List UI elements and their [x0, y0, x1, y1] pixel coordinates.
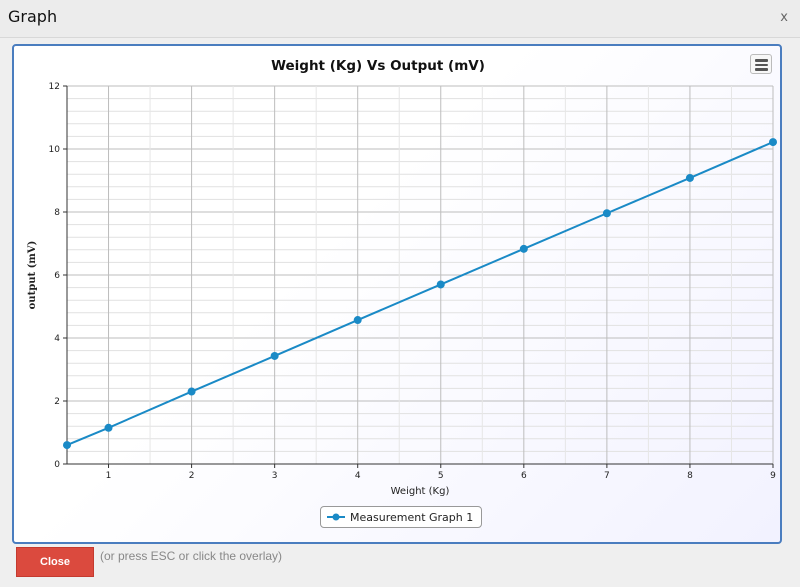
x-tick-label: 2	[189, 471, 195, 481]
data-point	[436, 280, 445, 289]
data-point	[63, 441, 71, 450]
y-tick-label: 6	[54, 271, 60, 281]
data-point	[685, 173, 694, 182]
dialog-header: Graph x	[0, 0, 800, 38]
close-hint: (or press ESC or click the overlay)	[100, 549, 283, 563]
x-tick-label: 7	[604, 471, 610, 481]
y-axis-title: output (mV)	[27, 241, 38, 310]
close-button[interactable]: Close	[16, 547, 94, 577]
x-tick-label: 9	[770, 471, 776, 481]
x-tick-label: 1	[106, 471, 112, 481]
y-tick-label: 2	[54, 397, 60, 407]
x-axis-title: Weight (Kg)	[391, 486, 450, 497]
axes	[63, 85, 774, 468]
close-icon[interactable]: x	[780, 10, 788, 25]
chart-menu-button[interactable]	[750, 54, 772, 74]
y-tick-label: 0	[54, 460, 60, 470]
series-line	[66, 141, 774, 447]
y-tick-label: 12	[49, 82, 60, 92]
data-point	[602, 209, 611, 218]
x-tick-label: 8	[687, 471, 693, 481]
legend-line-marker-icon	[327, 513, 345, 521]
legend-item[interactable]: Measurement Graph 1	[320, 506, 483, 528]
data-point	[104, 423, 113, 432]
grid-lines	[67, 85, 774, 465]
y-tick-label: 4	[54, 334, 60, 344]
data-point	[769, 138, 777, 147]
data-point	[353, 316, 362, 325]
data-point	[187, 387, 196, 396]
x-tick-label: 5	[438, 471, 444, 481]
series-layer	[63, 138, 777, 450]
legend-label: Measurement Graph 1	[350, 510, 474, 524]
chart-panel: Weight (Kg) Vs Output (mV) 0 2 4 6 8 10 12 1 2 3 4…	[12, 44, 782, 544]
x-tick-label: 6	[521, 471, 527, 481]
chart-title: Weight (Kg) Vs Output (mV)	[271, 58, 485, 74]
dialog-title: Graph	[8, 7, 58, 26]
data-point	[519, 244, 528, 253]
y-tick-label: 8	[54, 208, 60, 218]
x-tick-label: 3	[272, 471, 278, 481]
x-tick-label: 4	[355, 471, 361, 481]
data-point	[270, 351, 279, 360]
y-tick-label: 10	[49, 145, 61, 155]
